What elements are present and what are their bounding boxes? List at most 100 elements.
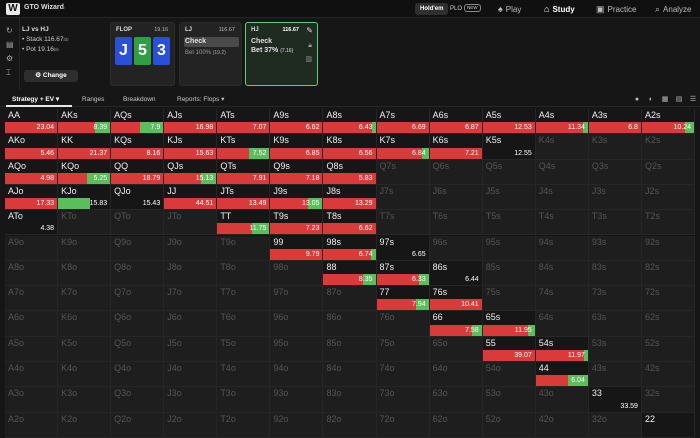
- hand-cell[interactable]: 74o: [376, 362, 430, 388]
- hand-cell[interactable]: J6s: [429, 184, 483, 211]
- hand-cell[interactable]: A9s 6.62: [270, 109, 324, 135]
- hand-cell[interactable]: 64o: [429, 362, 483, 388]
- hand-cell[interactable]: 85s: [482, 260, 536, 287]
- hand-cell[interactable]: A7s 6.69: [376, 109, 430, 135]
- hand-cell[interactable]: K8s 6.56: [323, 134, 377, 160]
- hand-cell[interactable]: J5s: [482, 184, 536, 211]
- hand-cell[interactable]: 32s: [641, 387, 696, 413]
- nav-play[interactable]: ♠ Play: [498, 2, 521, 16]
- hand-cell[interactable]: QJs 15.13: [164, 159, 218, 185]
- view-pie-icon[interactable]: ◐: [648, 96, 654, 103]
- hand-cell[interactable]: K2o: [58, 412, 112, 438]
- hand-cell[interactable]: 73s: [588, 286, 642, 312]
- hand-cell[interactable]: K2s: [641, 134, 696, 160]
- hand-cell[interactable]: J9s 13.05: [270, 184, 324, 211]
- hand-cell[interactable]: 83s: [588, 260, 642, 287]
- hand-cell[interactable]: A7o: [5, 286, 59, 312]
- change-button[interactable]: ⚙ Change: [24, 70, 78, 82]
- hand-cell[interactable]: 63o: [429, 387, 483, 413]
- hand-cell[interactable]: 88 8.35: [323, 260, 377, 287]
- hand-cell[interactable]: 75o: [376, 336, 430, 362]
- hand-cell[interactable]: KK 21.37: [58, 134, 112, 160]
- hand-cell[interactable]: K3s: [588, 134, 642, 160]
- wand-icon[interactable]: ✎: [306, 26, 313, 35]
- hand-cell[interactable]: 96s: [429, 235, 483, 261]
- hand-cell[interactable]: 62o: [429, 412, 483, 438]
- hand-cell[interactable]: A3o: [5, 387, 59, 413]
- hand-cell[interactable]: J8s 13.29: [323, 184, 377, 211]
- hand-cell[interactable]: A3s 6.8: [588, 109, 642, 135]
- hand-cell[interactable]: T9s 7.23: [270, 210, 324, 236]
- hand-cell[interactable]: A6s 6.87: [429, 109, 483, 135]
- hand-cell[interactable]: 32o: [588, 412, 642, 438]
- tab-breakdown[interactable]: Breakdown: [123, 96, 156, 103]
- hand-cell[interactable]: 42s: [641, 362, 696, 388]
- hand-cell[interactable]: Q6o: [111, 311, 165, 337]
- hand-cell[interactable]: T7s: [376, 210, 430, 236]
- hand-cell[interactable]: Q6s: [429, 159, 483, 185]
- hand-cell[interactable]: KQs 8.16: [111, 134, 165, 160]
- hand-cell[interactable]: 65o: [429, 336, 483, 362]
- hand-cell[interactable]: K4s: [535, 134, 589, 160]
- hand-cell[interactable]: A5s 12.53: [482, 109, 536, 135]
- hand-cell[interactable]: K5s 12.55: [482, 134, 536, 160]
- hand-cell[interactable]: 33 33.59: [588, 387, 642, 413]
- lj-bet-option[interactable]: Bet 100% (19.2): [185, 50, 226, 56]
- hand-cell[interactable]: 86o: [323, 311, 377, 337]
- hand-cell[interactable]: 66 7.58: [429, 311, 483, 337]
- hand-cell[interactable]: 92s: [641, 235, 696, 261]
- hand-cell[interactable]: 82o: [323, 412, 377, 438]
- hand-cell[interactable]: QQ 18.79: [111, 159, 165, 185]
- hand-cell[interactable]: K5o: [58, 336, 112, 362]
- game-holdem[interactable]: Hold'em: [415, 3, 449, 15]
- hand-cell[interactable]: K7o: [58, 286, 112, 312]
- hand-cell[interactable]: A2o: [5, 412, 59, 438]
- hand-cell[interactable]: 43o: [535, 387, 589, 413]
- hand-cell[interactable]: T6s: [429, 210, 483, 236]
- hj-bet-option[interactable]: Bet 37% (7.16): [251, 47, 293, 54]
- hand-cell[interactable]: J4o: [164, 362, 218, 388]
- hand-cell[interactable]: T4o: [217, 362, 271, 388]
- hand-cell[interactable]: 85o: [323, 336, 377, 362]
- hand-cell[interactable]: AJo 17.33: [5, 184, 59, 211]
- refresh-icon[interactable]: ↻: [6, 26, 13, 35]
- nav-practice[interactable]: ▣ Practice: [596, 2, 636, 16]
- hand-cell[interactable]: QTo: [111, 210, 165, 236]
- hand-cell[interactable]: J2s: [641, 184, 696, 211]
- hand-cell[interactable]: J8o: [164, 260, 218, 287]
- hand-cell[interactable]: K9o: [58, 235, 112, 261]
- hand-cell[interactable]: ATs 7.07: [217, 109, 271, 135]
- hand-cell[interactable]: J3o: [164, 387, 218, 413]
- hand-cell[interactable]: Q3s: [588, 159, 642, 185]
- hand-cell[interactable]: 52o: [482, 412, 536, 438]
- hand-cell[interactable]: 22: [641, 412, 696, 438]
- hand-cell[interactable]: Q2o: [111, 412, 165, 438]
- hand-cell[interactable]: 62s: [641, 311, 696, 337]
- hand-cell[interactable]: 98o: [270, 260, 324, 287]
- nav-study[interactable]: ⌂ Study: [544, 2, 575, 16]
- hand-cell[interactable]: 42o: [535, 412, 589, 438]
- hand-cell[interactable]: 84s: [535, 260, 589, 287]
- lock-icon[interactable]: 🔒︎: [308, 42, 312, 49]
- hand-cell[interactable]: A4s 11.34: [535, 109, 589, 135]
- hand-cell[interactable]: TT 11.75: [217, 210, 271, 236]
- hand-cell[interactable]: Q5o: [111, 336, 165, 362]
- hand-cell[interactable]: T8s 6.62: [323, 210, 377, 236]
- hand-cell[interactable]: T3s: [588, 210, 642, 236]
- hand-cell[interactable]: AJs 16.98: [164, 109, 218, 135]
- hand-cell[interactable]: 83o: [323, 387, 377, 413]
- view-grid-icon[interactable]: ▦: [661, 96, 669, 103]
- hand-cell[interactable]: T2o: [217, 412, 271, 438]
- hand-cell[interactable]: Q8s 5.83: [323, 159, 377, 185]
- hand-cell[interactable]: 63s: [588, 311, 642, 337]
- lj-card[interactable]: LJ 116.67 Check Bet 100% (19.2): [179, 22, 242, 86]
- hand-cell[interactable]: 54s 11.97: [535, 336, 589, 362]
- view-circle-icon[interactable]: ●: [634, 96, 640, 103]
- hand-cell[interactable]: J2o: [164, 412, 218, 438]
- hand-cell[interactable]: AA 23.04: [5, 109, 59, 135]
- hand-cell[interactable]: 77 7.94: [376, 286, 430, 312]
- hand-cell[interactable]: T5o: [217, 336, 271, 362]
- hand-cell[interactable]: K6s 7.21: [429, 134, 483, 160]
- hand-cell[interactable]: 93s: [588, 235, 642, 261]
- hand-cell[interactable]: A8s 6.43: [323, 109, 377, 135]
